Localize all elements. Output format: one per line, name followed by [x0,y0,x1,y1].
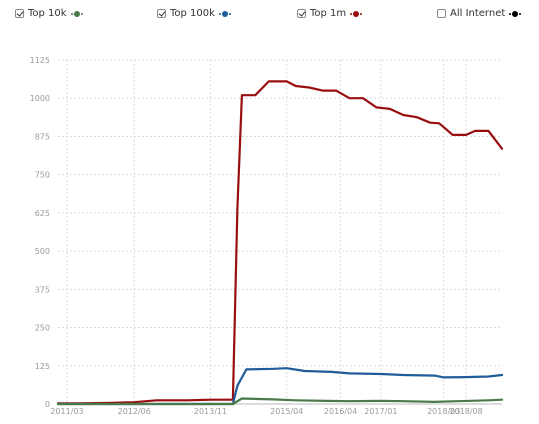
legend-label: All Internet [450,8,506,19]
x-tick-label: 2013/11 [194,407,227,416]
legend-label: Top 100k [170,8,215,19]
y-tick-label: 500 [35,247,50,256]
legend-checkbox[interactable] [297,9,306,18]
y-tick-label: 125 [35,362,50,371]
x-tick-label: 2011/03 [50,407,83,416]
y-tick-label: 375 [35,285,50,294]
green-dot-icon [70,10,84,17]
y-tick-label: 1000 [30,94,50,103]
y-tick-label: 250 [35,324,50,333]
x-tick-label: 2018/03 [427,407,460,416]
legend-label: Top 1m [310,8,347,19]
legend-checkbox[interactable] [157,9,166,18]
legend-checkbox[interactable] [437,9,446,18]
y-tick-label: 875 [35,132,50,141]
y-tick-label: 0 [45,400,50,409]
x-tick-label: 2017/01 [364,407,397,416]
series-line-top-100k [56,367,504,406]
legend-label: Top 10k [28,8,67,19]
series-line-top-1m [56,80,504,405]
legend-checkbox[interactable] [15,9,24,18]
legend-item-top-10k[interactable]: Top 10k [15,8,84,19]
series-line-top-10k [56,397,504,406]
y-tick-label: 750 [35,171,50,180]
red-dot-icon [349,10,363,17]
x-tick-label: 2015/04 [270,407,303,416]
x-tick-label: 2018/08 [450,407,483,416]
y-tick-label: 625 [35,209,50,218]
legend-item-all-internet[interactable]: All Internet [437,8,522,19]
chart-legend: Top 10k Top 100k Top 1m All Internet [0,8,539,28]
legend-item-top-1m[interactable]: Top 1m [297,8,363,19]
blue-dot-icon [218,10,232,17]
x-tick-label: 2016/04 [324,407,357,416]
black-dot-icon [508,10,522,17]
y-tick-label: 1125 [30,56,50,65]
legend-item-top-100k[interactable]: Top 100k [157,8,232,19]
x-tick-label: 2012/06 [118,407,151,416]
